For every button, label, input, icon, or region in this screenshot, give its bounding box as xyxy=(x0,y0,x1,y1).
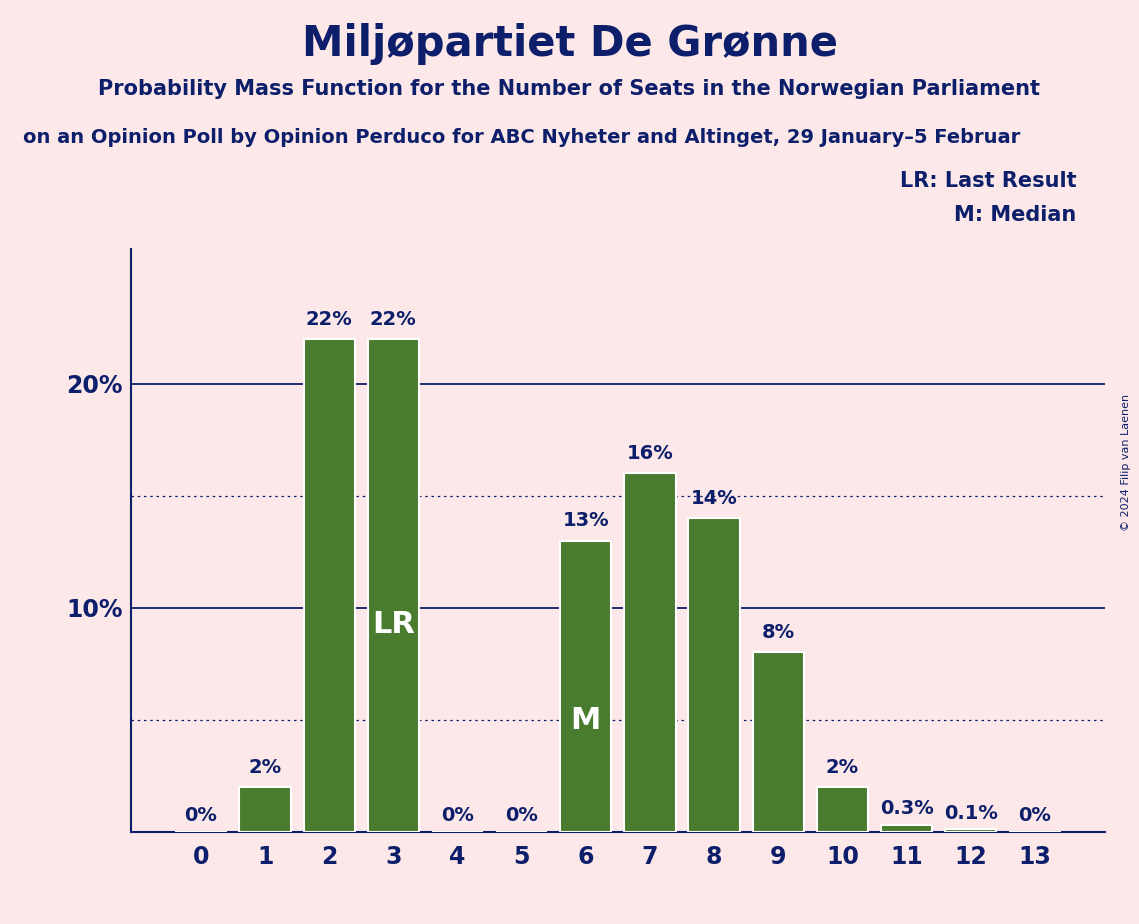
Text: Miljøpartiet De Grønne: Miljøpartiet De Grønne xyxy=(302,23,837,65)
Text: © 2024 Filip van Laenen: © 2024 Filip van Laenen xyxy=(1121,394,1131,530)
Text: 22%: 22% xyxy=(370,310,417,329)
Bar xyxy=(368,339,419,832)
Text: 13%: 13% xyxy=(563,512,609,530)
Bar xyxy=(624,473,675,832)
Bar xyxy=(880,825,932,832)
Text: 16%: 16% xyxy=(626,444,673,463)
Text: 8%: 8% xyxy=(762,624,795,642)
Text: 14%: 14% xyxy=(690,489,738,508)
Text: M: Median: M: Median xyxy=(954,205,1076,225)
Text: 2%: 2% xyxy=(248,758,281,777)
Text: 0.3%: 0.3% xyxy=(879,799,934,818)
Bar xyxy=(945,830,997,832)
Text: 0%: 0% xyxy=(441,806,474,825)
Text: 0%: 0% xyxy=(506,806,538,825)
Bar xyxy=(304,339,355,832)
Text: 0%: 0% xyxy=(1018,806,1051,825)
Text: 0%: 0% xyxy=(185,806,218,825)
Text: LR: Last Result: LR: Last Result xyxy=(900,171,1076,191)
Text: Probability Mass Function for the Number of Seats in the Norwegian Parliament: Probability Mass Function for the Number… xyxy=(98,79,1041,99)
Text: LR: LR xyxy=(372,610,415,639)
Text: M: M xyxy=(571,707,601,736)
Bar xyxy=(688,518,740,832)
Text: 2%: 2% xyxy=(826,758,859,777)
Text: on an Opinion Poll by Opinion Perduco for ABC Nyheter and Altinget, 29 January–5: on an Opinion Poll by Opinion Perduco fo… xyxy=(23,128,1021,147)
Text: 0.1%: 0.1% xyxy=(944,804,998,822)
Bar xyxy=(560,541,612,832)
Bar xyxy=(753,652,804,832)
Bar xyxy=(239,787,290,832)
Bar xyxy=(817,787,868,832)
Text: 22%: 22% xyxy=(306,310,353,329)
